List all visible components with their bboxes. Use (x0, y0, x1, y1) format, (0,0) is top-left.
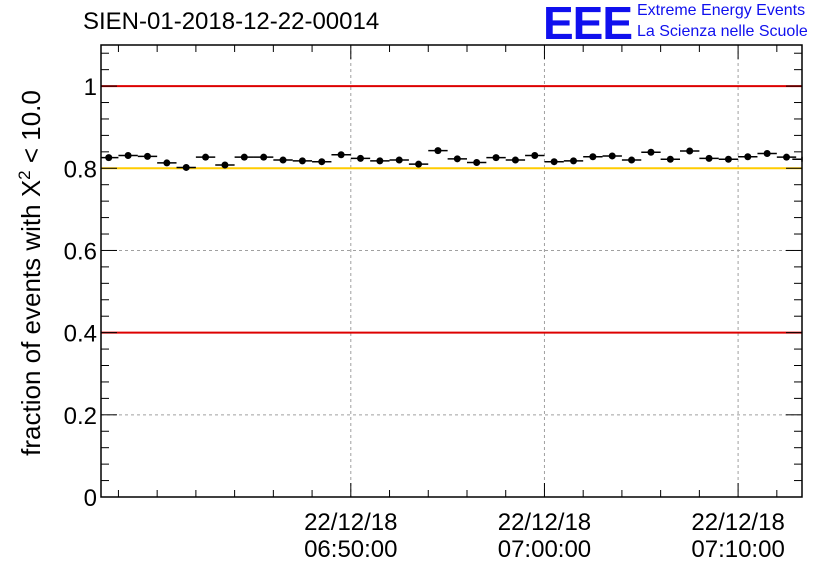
data-point (376, 157, 384, 165)
data-point (124, 152, 132, 160)
y-axis-label-sup: 2 (15, 170, 34, 179)
data-point (589, 153, 597, 161)
data-point (531, 152, 539, 160)
x-tick-label-time: 07:00:00 (498, 536, 591, 563)
data-point (163, 159, 171, 167)
data-point (240, 153, 248, 161)
x-tick-label-time: 06:50:00 (304, 536, 397, 563)
plot-frame (100, 44, 803, 498)
y-tick-label: 0.6 (64, 238, 97, 265)
data-point (415, 160, 423, 168)
data-point (724, 155, 732, 163)
data-point (453, 155, 461, 163)
data-point (608, 152, 616, 160)
data-point (473, 159, 481, 167)
logo-subtitle-2: La Scienza nelle Scuole (637, 23, 808, 40)
y-tick-label: 1 (84, 74, 97, 101)
logo-subtitle-1: Extreme Energy Events (637, 2, 806, 19)
y-tick-label: 0.8 (64, 156, 97, 183)
y-tick-label: 0 (84, 485, 97, 512)
data-point (666, 155, 674, 163)
grid-layer (101, 45, 802, 497)
x-tick-label-date: 22/12/18 (498, 509, 591, 536)
tick-labels: 00.20.40.60.8122/12/1806:50:0022/12/1807… (64, 74, 785, 563)
data-point (143, 152, 151, 160)
data-point (744, 153, 752, 161)
axis-ticks (101, 45, 802, 498)
data-points (101, 147, 803, 171)
data-point (337, 151, 345, 159)
data-point (763, 149, 771, 157)
data-point (511, 156, 519, 164)
data-point (260, 153, 268, 161)
data-point (569, 157, 577, 165)
data-point (182, 163, 190, 171)
y-axis-label-tail: < 10.0 (16, 90, 46, 170)
y-axis-label: fraction of events with X2 < 10.0 (15, 90, 46, 456)
data-point (783, 153, 791, 161)
x-tick-label-date: 22/12/18 (691, 509, 784, 536)
data-point (705, 154, 713, 162)
data-point (221, 161, 229, 169)
data-point (686, 147, 694, 155)
y-axis-label-base: fraction of events with X (16, 180, 46, 456)
data-point (202, 153, 210, 161)
data-point (105, 154, 113, 162)
y-tick-label: 0.4 (64, 321, 97, 348)
data-point (434, 147, 442, 155)
x-tick-label-date: 22/12/18 (304, 509, 397, 536)
data-point (628, 156, 636, 164)
data-point (492, 154, 500, 162)
data-point (356, 154, 364, 162)
reference-lines (101, 85, 802, 334)
data-point (279, 156, 287, 164)
data-point (298, 157, 306, 165)
data-point (647, 148, 655, 156)
eee-logo: EEE (543, 0, 633, 49)
chart-title: SIEN-01-2018-12-22-00014 (83, 8, 380, 35)
data-point (318, 158, 326, 166)
y-tick-label: 0.2 (64, 403, 97, 430)
x-tick-label-time: 07:10:00 (691, 536, 784, 563)
data-point (550, 158, 558, 166)
data-point (395, 156, 403, 164)
